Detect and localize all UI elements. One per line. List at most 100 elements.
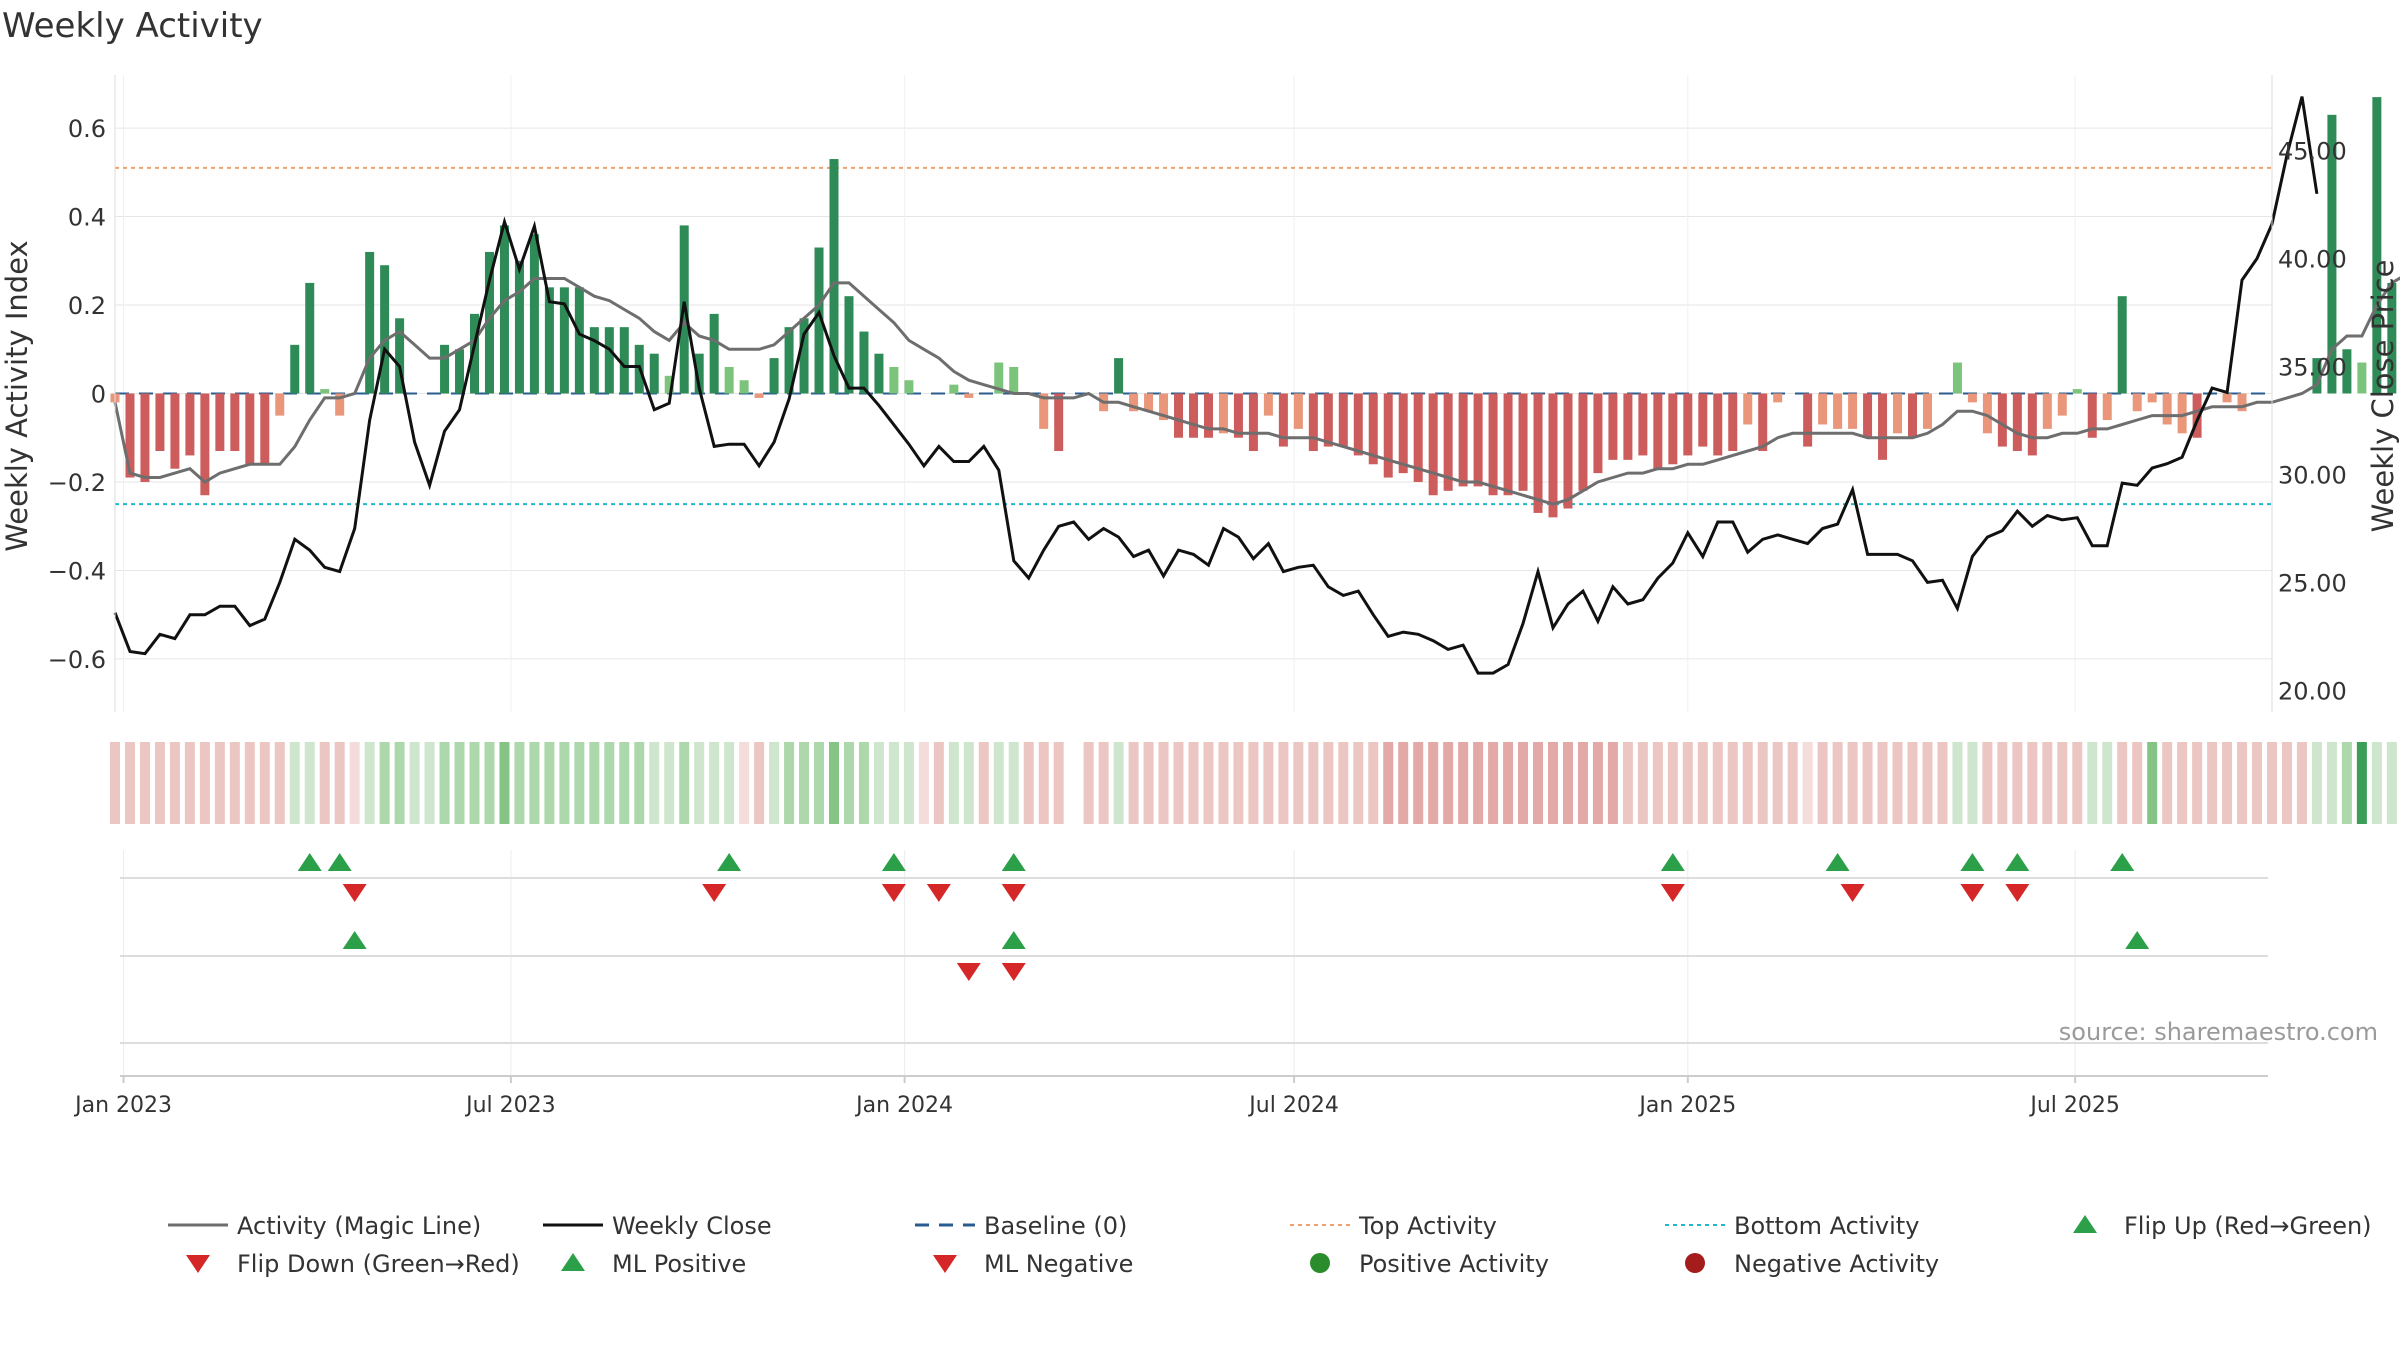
band-cell xyxy=(739,742,750,824)
activity-bar xyxy=(649,353,659,394)
activity-bar xyxy=(1578,393,1588,491)
band-cell xyxy=(544,742,555,824)
band-cell xyxy=(409,742,420,824)
legend: Activity (Magic Line) Weekly Close Baselin… xyxy=(168,1212,2372,1278)
activity-bar xyxy=(1368,393,1378,465)
band-cell xyxy=(1727,742,1738,824)
band-cell xyxy=(1458,742,1469,824)
activity-bar xyxy=(694,353,704,394)
band-cell xyxy=(1952,742,1963,824)
activity-bar xyxy=(1398,393,1408,474)
activity-bar xyxy=(949,384,959,394)
band-cell xyxy=(229,742,240,824)
ml-positive-marker xyxy=(1001,931,1026,949)
legend-symbol xyxy=(1310,1253,1330,1273)
flip-up-marker xyxy=(717,853,742,871)
band-cell xyxy=(1233,742,1244,824)
activity-bar xyxy=(1982,393,1992,434)
activity-bar xyxy=(1129,393,1139,412)
band-cell xyxy=(1098,742,1109,824)
band-cell xyxy=(2132,742,2143,824)
activity-bar xyxy=(1218,393,1228,434)
activity-bar xyxy=(1518,393,1528,491)
activity-bar xyxy=(1728,393,1738,452)
activity-bar xyxy=(799,318,809,394)
band-cell xyxy=(514,742,525,824)
activity-bar xyxy=(395,318,405,394)
activity-bar xyxy=(2057,393,2067,416)
band-cell xyxy=(2057,742,2068,824)
activity-bar xyxy=(499,225,509,394)
legend-symbol xyxy=(561,1253,585,1271)
activity-bar xyxy=(440,344,450,394)
x-tick-label: Jan 2023 xyxy=(73,1093,172,1118)
activity-bar xyxy=(964,393,974,398)
band-cell xyxy=(933,742,944,824)
y2-axis-label: Weekly Close Price xyxy=(2366,260,2400,533)
y2-tick-label: 30.00 xyxy=(2278,461,2347,489)
activity-bar xyxy=(709,313,719,394)
band-cell xyxy=(1518,742,1529,824)
legend-symbol xyxy=(933,1255,957,1273)
band-cell xyxy=(154,742,165,824)
activity-bar xyxy=(1908,393,1917,438)
y-tick-label: 0.4 xyxy=(68,204,106,232)
band-cell xyxy=(1757,742,1768,824)
signal-markers xyxy=(120,853,2268,1044)
activity-bar xyxy=(1054,393,1064,452)
band-cell xyxy=(1338,742,1349,824)
activity-bar xyxy=(1698,393,1708,447)
activity-bar xyxy=(994,362,1004,394)
activity-bar xyxy=(1488,393,1498,496)
activity-bar xyxy=(1009,366,1019,394)
y-axis-label: Weekly Activity Index xyxy=(0,240,34,551)
activity-bar xyxy=(1863,393,1873,438)
band-cell xyxy=(1592,742,1603,824)
activity-bar xyxy=(574,287,584,394)
activity-bar xyxy=(245,393,255,465)
flip-up-marker xyxy=(1960,853,1985,871)
activity-bar xyxy=(2222,393,2232,403)
band-cell xyxy=(1697,742,1708,824)
band-cell xyxy=(1533,742,1544,824)
axes: −0.6 −0.4 −0.2 0 0.2 0.4 0.6 20.00 25.00 30.00 35.… xyxy=(48,75,2347,1118)
activity-bar xyxy=(1383,393,1393,478)
band-cell xyxy=(2177,742,2188,824)
activity-bar xyxy=(1293,393,1303,429)
activity-bar xyxy=(604,327,614,394)
activity-bar xyxy=(844,296,854,394)
y-tick-label: 0.6 xyxy=(68,115,106,143)
band-cell xyxy=(2237,742,2248,824)
band-cell xyxy=(963,742,974,824)
band-cell xyxy=(2356,742,2367,824)
activity-bar xyxy=(260,393,270,465)
activity-bar xyxy=(140,393,150,482)
band-cell xyxy=(2326,742,2337,824)
activity-bar xyxy=(1608,393,1618,460)
activity-bar xyxy=(1473,393,1483,487)
band-cell xyxy=(1862,742,1873,824)
band-cell xyxy=(1982,742,1993,824)
activity-bar xyxy=(155,393,165,452)
activity-bar xyxy=(1563,393,1573,509)
band-cell xyxy=(244,742,255,824)
activity-bar xyxy=(170,393,180,469)
activity-bar xyxy=(1833,393,1843,429)
band-cell xyxy=(1742,742,1753,824)
activity-bar xyxy=(1039,393,1049,429)
activity-bar xyxy=(2192,393,2202,438)
y2-tick-label: 40.00 xyxy=(2278,246,2347,274)
x-tick-label: Jan 2025 xyxy=(1637,1093,1736,1118)
band-cell xyxy=(843,742,854,824)
flip-up-marker xyxy=(1660,853,1685,871)
activity-bar xyxy=(1458,393,1468,487)
activity-bar xyxy=(484,251,494,394)
activity-bar xyxy=(1668,393,1678,465)
band-cell xyxy=(2117,742,2128,824)
flip-up-marker xyxy=(2005,853,2030,871)
activity-bar xyxy=(1263,393,1273,416)
activity-bar xyxy=(1533,393,1543,513)
activity-bar xyxy=(2237,393,2247,412)
activity-bar xyxy=(1997,393,2007,447)
y-tick-label: −0.6 xyxy=(48,646,106,674)
